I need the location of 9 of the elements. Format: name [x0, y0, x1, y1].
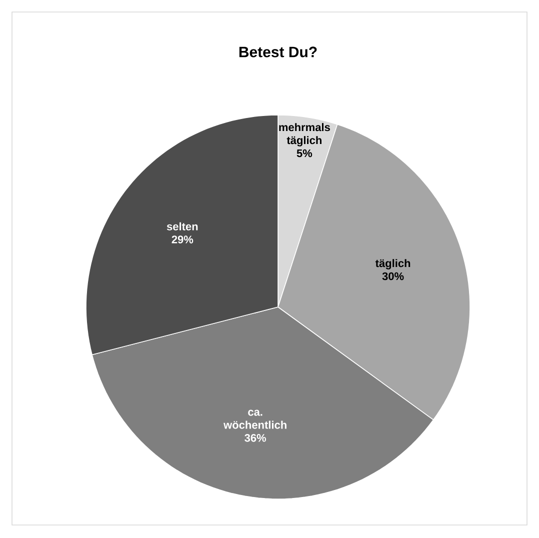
slice-label: selten [166, 222, 198, 230]
data-label: 29% [172, 236, 194, 244]
data-label: 30% [382, 272, 404, 280]
chart-title: Betest Du? [239, 46, 317, 58]
slice-label: mehrmals täglich [279, 123, 330, 146]
data-label: 5% [296, 149, 312, 158]
slice-label: ca. wöchentlich [224, 410, 286, 429]
data-label: 36% [244, 434, 266, 442]
slice-label: täglich [375, 259, 410, 270]
